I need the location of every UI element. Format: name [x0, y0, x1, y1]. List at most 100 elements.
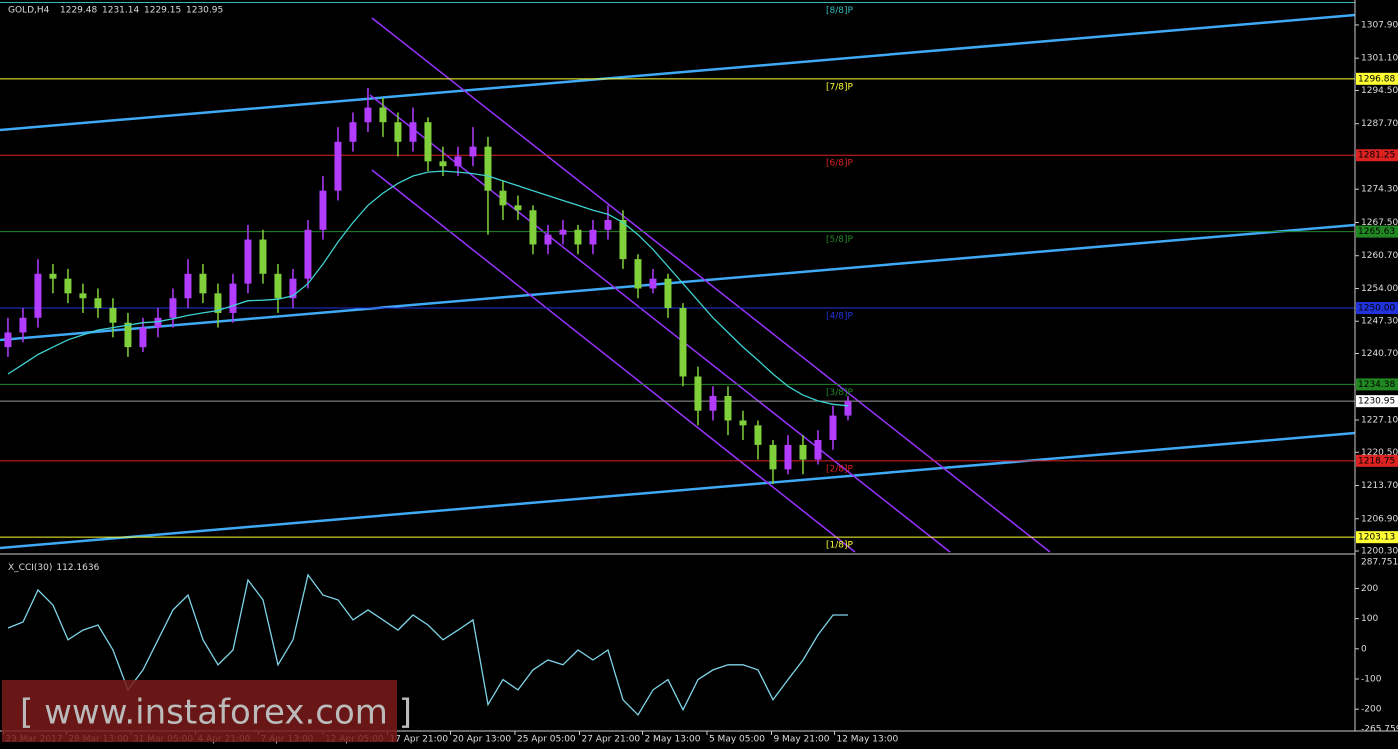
- channel: [369, 17, 1051, 553]
- watermark-box: [2, 680, 397, 742]
- candle-body: [844, 401, 852, 416]
- level-label: 1218.75: [1358, 456, 1395, 466]
- candle-body: [304, 229, 312, 279]
- level-name: [7/8]P: [826, 82, 854, 92]
- candle-body: [109, 308, 117, 323]
- x-tick-label: 27 Apr 21:00: [581, 735, 640, 745]
- level-label: 1296.88: [1358, 74, 1395, 84]
- candle-body: [334, 141, 342, 191]
- y-tick-label: -100: [1361, 674, 1382, 684]
- candle-body: [499, 190, 507, 206]
- candle-body: [184, 273, 192, 299]
- y-tick-label: 100: [1361, 614, 1378, 624]
- candle-body: [79, 293, 87, 299]
- candle-body: [64, 278, 72, 294]
- level-box: [1356, 149, 1398, 162]
- y-tick-label: 1240.70: [1361, 349, 1398, 359]
- candle-body: [544, 234, 552, 245]
- y-tick-label: 1206.90: [1361, 514, 1398, 524]
- candle-body: [664, 278, 672, 309]
- y-tick-label: 1267.50: [1361, 218, 1398, 228]
- level-label: 1234.38: [1358, 380, 1395, 390]
- level-name: [8/8]P: [826, 6, 854, 16]
- y-tick-label: 1254.00: [1361, 284, 1398, 294]
- candle-body: [754, 425, 762, 445]
- candle-body: [619, 220, 627, 260]
- indicator-name: X_CCI(30): [8, 563, 52, 573]
- x-tick-label: 17 Apr 21:00: [389, 735, 448, 745]
- candle-body: [829, 415, 837, 441]
- x-tick-label: 20 Apr 13:00: [452, 735, 511, 745]
- trendline: [0, 223, 1356, 342]
- candle-body: [139, 327, 147, 348]
- y-tick-label: 1213.70: [1361, 481, 1398, 491]
- candle-body: [169, 298, 177, 318]
- level-box: [1356, 302, 1398, 315]
- candle-body: [424, 122, 432, 162]
- y-tick-label: 200: [1361, 584, 1378, 594]
- last-price-box: [1356, 395, 1398, 408]
- header-value: 1230.95: [186, 6, 223, 16]
- level-name: [6/8]P: [826, 159, 854, 169]
- y-tick-label: 1294.50: [1361, 86, 1398, 96]
- x-tick-label: 25 Apr 05:00: [517, 735, 576, 745]
- candle-body: [589, 229, 597, 245]
- level-name: [2/8]P: [826, 464, 854, 474]
- candle-body: [679, 308, 687, 377]
- header-value: 1229.15: [144, 6, 181, 16]
- candle-body: [214, 293, 222, 313]
- level-box: [1356, 72, 1398, 85]
- level-name: [1/8]P: [826, 541, 854, 551]
- candle-body: [34, 273, 42, 318]
- level-label: 1250.00: [1358, 304, 1395, 314]
- candle-body: [694, 376, 702, 411]
- candle-body: [379, 107, 387, 123]
- candle-body: [259, 239, 267, 274]
- candle-body: [784, 444, 792, 470]
- channel-line: [371, 17, 1051, 553]
- candle-body: [244, 239, 252, 284]
- y-tick-label: 0: [1361, 644, 1367, 654]
- level-name: [3/8]P: [826, 388, 854, 398]
- series-line: [7, 170, 849, 407]
- channel-line: [371, 169, 856, 553]
- candle-body: [454, 156, 462, 167]
- trendline: [0, 13, 1356, 132]
- channel-line: [369, 94, 951, 553]
- candle-body: [649, 278, 657, 289]
- candle-body: [814, 440, 822, 460]
- y-limit-label: 287.7513: [1361, 558, 1398, 568]
- candle-body: [634, 259, 642, 289]
- level-box: [1356, 454, 1398, 467]
- y-tick-label: -200: [1361, 705, 1382, 715]
- candle-body: [319, 190, 327, 230]
- symbol: GOLD,H4: [8, 6, 50, 16]
- x-tick-label: 12 May 13:00: [836, 735, 898, 745]
- candle-body: [19, 317, 27, 333]
- level-label: 1265.63: [1358, 227, 1395, 237]
- y-limit-label: -265.7599: [1361, 725, 1398, 735]
- level-name: [5/8]P: [826, 235, 854, 245]
- y-tick-label: 1200.30: [1361, 547, 1398, 557]
- candle-body: [439, 161, 447, 167]
- candle-body: [94, 298, 102, 309]
- x-tick-label: 9 May 21:00: [773, 735, 829, 745]
- candle-body: [154, 317, 162, 328]
- y-tick-label: 1247.30: [1361, 317, 1398, 327]
- candle-body: [559, 229, 567, 235]
- candle-body: [724, 396, 732, 421]
- y-tick-label: 1307.90: [1361, 20, 1398, 30]
- candle-body: [289, 278, 297, 299]
- candle-body: [799, 444, 807, 460]
- indicator-value: 112.1636: [56, 563, 99, 573]
- candle-body: [514, 205, 522, 211]
- level-box: [1356, 531, 1398, 544]
- watermark: [ www.instaforex.com ]: [20, 693, 412, 733]
- level-box: [1356, 225, 1398, 238]
- candle-body: [124, 322, 132, 348]
- candle-body: [469, 146, 477, 157]
- y-tick-label: 1227.10: [1361, 415, 1398, 425]
